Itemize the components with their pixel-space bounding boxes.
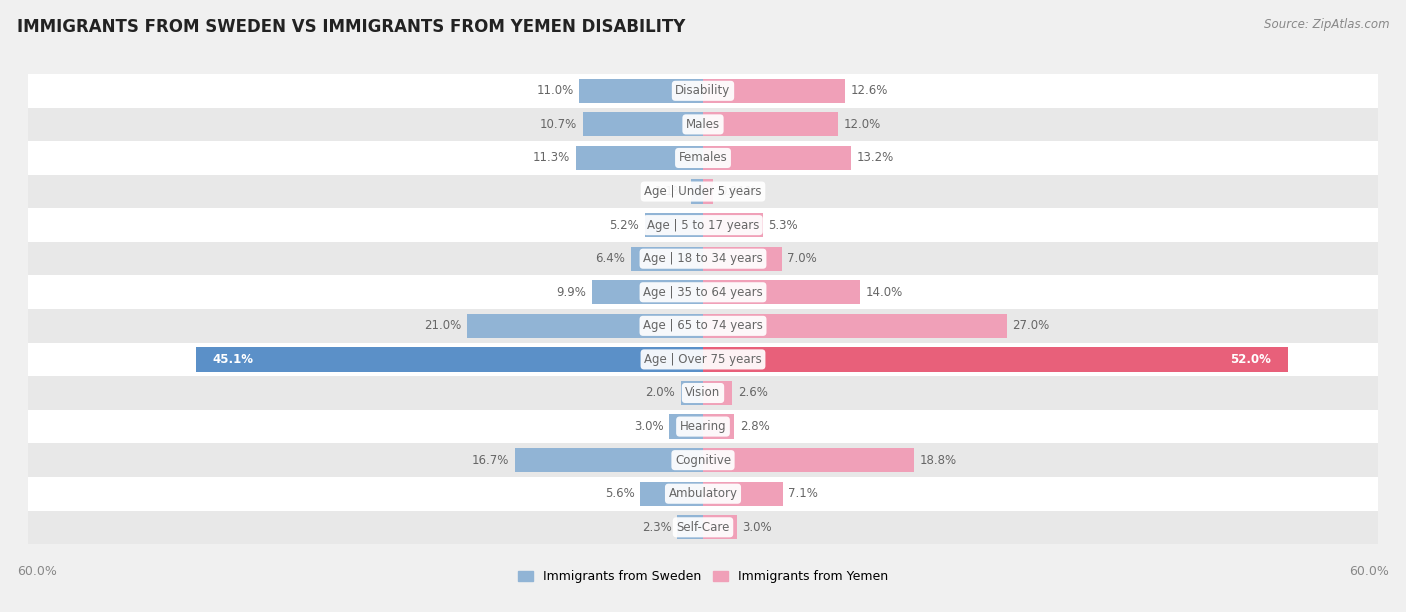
Text: Self-Care: Self-Care	[676, 521, 730, 534]
Bar	[6, 343, 1400, 376]
Bar	[515, 448, 703, 472]
Bar	[703, 381, 733, 405]
Text: 52.0%: 52.0%	[1230, 353, 1271, 366]
Bar	[6, 309, 1400, 343]
Bar	[703, 515, 737, 539]
Text: Vision: Vision	[685, 387, 721, 400]
Bar	[640, 482, 703, 506]
Bar	[6, 242, 1400, 275]
Bar	[703, 79, 845, 103]
Text: 3.0%: 3.0%	[634, 420, 664, 433]
Bar	[703, 314, 1007, 338]
Bar	[703, 179, 713, 204]
Text: 12.6%: 12.6%	[851, 84, 887, 97]
Bar	[6, 477, 1400, 510]
Bar	[6, 376, 1400, 410]
Text: IMMIGRANTS FROM SWEDEN VS IMMIGRANTS FROM YEMEN DISABILITY: IMMIGRANTS FROM SWEDEN VS IMMIGRANTS FRO…	[17, 18, 685, 36]
Bar	[681, 381, 703, 405]
Text: 27.0%: 27.0%	[1012, 319, 1049, 332]
Bar	[703, 247, 782, 271]
Text: 3.0%: 3.0%	[742, 521, 772, 534]
Text: Age | 65 to 74 years: Age | 65 to 74 years	[643, 319, 763, 332]
Text: 14.0%: 14.0%	[866, 286, 903, 299]
Bar	[592, 280, 703, 304]
Bar	[6, 108, 1400, 141]
Text: 2.6%: 2.6%	[738, 387, 768, 400]
Bar	[703, 213, 762, 237]
Text: 7.1%: 7.1%	[789, 487, 818, 500]
Bar	[6, 141, 1400, 175]
Text: Age | Over 75 years: Age | Over 75 years	[644, 353, 762, 366]
Text: Females: Females	[679, 152, 727, 165]
Text: 5.3%: 5.3%	[768, 218, 797, 231]
Text: Source: ZipAtlas.com: Source: ZipAtlas.com	[1264, 18, 1389, 31]
Text: 60.0%: 60.0%	[1350, 565, 1389, 578]
Text: 18.8%: 18.8%	[920, 453, 957, 466]
Bar	[6, 510, 1400, 544]
Bar	[6, 208, 1400, 242]
Bar	[703, 146, 852, 170]
Text: 10.7%: 10.7%	[540, 118, 576, 131]
Text: Hearing: Hearing	[679, 420, 727, 433]
Bar	[703, 280, 860, 304]
Text: Ambulatory: Ambulatory	[668, 487, 738, 500]
Text: 2.8%: 2.8%	[740, 420, 770, 433]
Bar	[195, 348, 703, 371]
Text: 5.2%: 5.2%	[609, 218, 638, 231]
Text: 0.91%: 0.91%	[718, 185, 756, 198]
Text: Age | 35 to 64 years: Age | 35 to 64 years	[643, 286, 763, 299]
Bar	[678, 515, 703, 539]
Bar	[6, 443, 1400, 477]
Bar	[703, 482, 783, 506]
Text: 2.0%: 2.0%	[645, 387, 675, 400]
Bar	[6, 74, 1400, 108]
Text: Cognitive: Cognitive	[675, 453, 731, 466]
Text: 16.7%: 16.7%	[472, 453, 509, 466]
Bar	[703, 113, 838, 136]
Legend: Immigrants from Sweden, Immigrants from Yemen: Immigrants from Sweden, Immigrants from …	[513, 565, 893, 588]
Text: 45.1%: 45.1%	[212, 353, 253, 366]
Text: 1.1%: 1.1%	[655, 185, 685, 198]
Text: 21.0%: 21.0%	[425, 319, 461, 332]
Bar	[579, 79, 703, 103]
Text: 11.0%: 11.0%	[537, 84, 574, 97]
Bar	[6, 410, 1400, 443]
Text: 6.4%: 6.4%	[596, 252, 626, 265]
Text: Males: Males	[686, 118, 720, 131]
Text: 11.3%: 11.3%	[533, 152, 571, 165]
Text: Age | 5 to 17 years: Age | 5 to 17 years	[647, 218, 759, 231]
Bar	[690, 179, 703, 204]
Text: 5.6%: 5.6%	[605, 487, 634, 500]
Bar	[467, 314, 703, 338]
Text: Disability: Disability	[675, 84, 731, 97]
Bar	[703, 448, 914, 472]
Bar	[703, 348, 1288, 371]
Bar	[582, 113, 703, 136]
Text: 7.0%: 7.0%	[787, 252, 817, 265]
Text: 2.3%: 2.3%	[641, 521, 672, 534]
Bar	[576, 146, 703, 170]
Text: Age | Under 5 years: Age | Under 5 years	[644, 185, 762, 198]
Bar	[6, 275, 1400, 309]
Bar	[669, 414, 703, 439]
Bar	[703, 414, 734, 439]
Text: 60.0%: 60.0%	[17, 565, 56, 578]
Text: 12.0%: 12.0%	[844, 118, 880, 131]
Text: 9.9%: 9.9%	[557, 286, 586, 299]
Bar	[644, 213, 703, 237]
Bar	[631, 247, 703, 271]
Text: 13.2%: 13.2%	[858, 152, 894, 165]
Text: Age | 18 to 34 years: Age | 18 to 34 years	[643, 252, 763, 265]
Bar	[6, 175, 1400, 208]
